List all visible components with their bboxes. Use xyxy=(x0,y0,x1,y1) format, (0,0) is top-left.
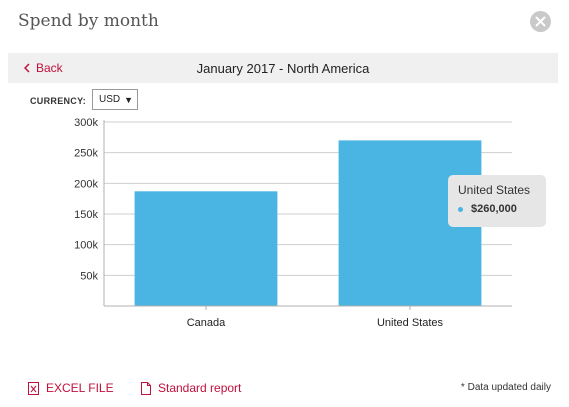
x-tick-label: Canada xyxy=(187,317,226,329)
currency-value: USD xyxy=(99,94,121,105)
page-title: Spend by month xyxy=(18,11,159,31)
tooltip-value-row: $260,000 xyxy=(458,203,546,215)
chart-tooltip: United States $260,000 xyxy=(448,175,546,227)
back-label: Back xyxy=(36,61,63,75)
y-tick-label: 250k xyxy=(74,148,98,160)
data-update-note: * Data updated daily xyxy=(460,382,551,393)
chevron-left-icon xyxy=(24,63,30,73)
period-title: January 2017 - North America xyxy=(196,61,370,76)
chart-axes xyxy=(103,120,512,310)
back-link[interactable]: Back xyxy=(24,61,63,75)
standard-report-label: Standard report xyxy=(158,381,242,395)
excel-file-link[interactable]: EXCEL FILE xyxy=(28,381,114,395)
report-subheader: Back January 2017 - North America xyxy=(8,53,558,83)
dropdown-arrow-icon: ▼ xyxy=(124,94,134,105)
y-tick-label: 200k xyxy=(74,178,98,190)
chart-bars xyxy=(134,140,482,306)
y-tick-label: 50k xyxy=(80,270,98,282)
close-button[interactable] xyxy=(530,11,551,32)
tooltip-country: United States xyxy=(458,183,531,197)
tooltip-value: $260,000 xyxy=(471,203,517,215)
bar-canada xyxy=(134,191,278,306)
close-icon xyxy=(535,16,546,27)
document-icon xyxy=(141,381,151,395)
y-tick-label: 300k xyxy=(74,117,98,129)
currency-label: CURRENCY: xyxy=(30,96,87,106)
currency-dropdown[interactable]: USD ▼ xyxy=(92,89,138,110)
series-dot-icon xyxy=(458,206,463,212)
x-tick-label: United States xyxy=(377,317,444,329)
chart-labels: 50k 100k 150k 200k 250k 300k Canada United Stat… xyxy=(74,117,443,329)
standard-report-link[interactable]: Standard report xyxy=(141,381,241,395)
excel-file-label: EXCEL FILE xyxy=(46,381,114,395)
excel-file-icon xyxy=(28,381,39,395)
y-tick-label: 150k xyxy=(74,209,98,221)
y-tick-label: 100k xyxy=(74,240,98,252)
